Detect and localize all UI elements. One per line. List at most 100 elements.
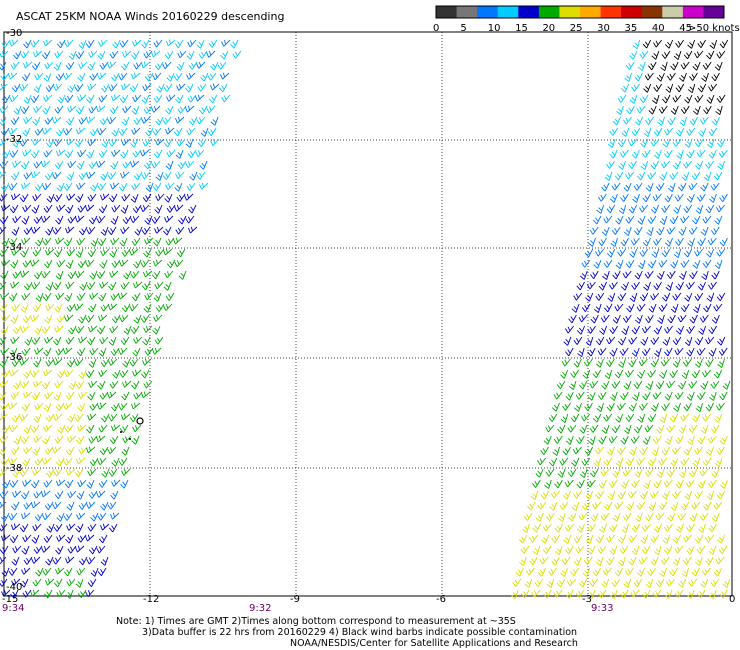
wind-barb	[720, 479, 728, 489]
wind-barb	[691, 171, 701, 181]
wind-barb	[718, 149, 728, 158]
wind-barb	[44, 61, 54, 70]
wind-barb	[164, 50, 174, 60]
wind-barb	[626, 501, 635, 511]
wind-barb	[647, 567, 656, 576]
wind-barb	[708, 127, 718, 136]
wind-barb	[9, 39, 19, 47]
wind-barb	[33, 413, 42, 423]
wind-barb	[634, 270, 643, 280]
wind-barb	[650, 490, 659, 499]
wind-barb	[41, 325, 51, 334]
wind-barb	[108, 336, 117, 346]
wind-barb	[707, 435, 717, 444]
wind-barb	[0, 215, 9, 225]
wind-barb	[143, 380, 153, 389]
wind-barb	[141, 281, 151, 291]
wind-barb	[645, 380, 654, 390]
lon-label: -9	[290, 594, 300, 605]
wind-barb	[667, 182, 676, 192]
wind-barb	[21, 347, 31, 356]
wind-barb	[2, 149, 11, 159]
wind-barb	[31, 534, 40, 544]
wind-barb	[100, 556, 109, 566]
wind-barb	[595, 534, 605, 544]
wind-barb	[56, 589, 66, 598]
wind-barb	[587, 347, 596, 357]
wind-barb	[98, 39, 108, 47]
wind-barb	[643, 281, 651, 291]
wind-barb	[573, 490, 582, 499]
wind-barb	[597, 347, 607, 356]
wind-barb	[57, 424, 66, 434]
wind-barb	[22, 534, 32, 543]
wind-barb	[627, 490, 637, 499]
wind-barb	[592, 369, 602, 379]
wind-barb	[647, 369, 657, 378]
wind-barb	[612, 314, 621, 324]
wind-barb	[639, 50, 649, 59]
wind-barb	[520, 589, 530, 599]
wind-barb	[200, 72, 209, 82]
wind-barb	[673, 248, 682, 259]
wind-barb	[648, 303, 657, 313]
wind-barb	[44, 391, 54, 400]
wind-barb	[685, 479, 695, 488]
wind-barb	[661, 402, 670, 411]
wind-barb	[519, 556, 527, 566]
wind-barb	[631, 545, 640, 555]
wind-barb	[564, 479, 574, 488]
wind-barb	[619, 149, 629, 158]
wind-barb	[13, 50, 22, 60]
wind-barb	[658, 501, 668, 510]
wind-barb	[717, 534, 726, 544]
wind-barb	[684, 490, 693, 500]
wind-barb	[700, 182, 709, 192]
wind-barb	[11, 83, 21, 93]
wind-barb	[100, 501, 109, 511]
wind-barb	[611, 424, 621, 434]
legend-tick-label: 40	[652, 23, 665, 34]
wind-barb	[119, 94, 129, 104]
wind-barb	[620, 479, 629, 489]
wind-barb	[68, 325, 77, 335]
wind-barb	[77, 479, 87, 488]
wind-barb	[662, 490, 671, 500]
wind-barb	[645, 512, 654, 522]
wind-barb	[56, 457, 65, 467]
wind-barb	[134, 226, 143, 236]
wind-barb	[595, 358, 604, 368]
wind-barb	[56, 127, 65, 137]
wind-barb	[638, 358, 648, 367]
wind-barb	[185, 138, 194, 148]
wind-barb	[20, 248, 29, 258]
wind-barb	[196, 116, 206, 125]
wind-barb	[629, 446, 637, 456]
wind-barb	[42, 237, 52, 246]
wind-barb	[33, 490, 43, 499]
wind-barb	[77, 204, 87, 213]
wind-barb	[118, 457, 128, 466]
wind-barb	[31, 501, 41, 509]
wind-barb	[121, 83, 131, 91]
wind-barb	[86, 424, 95, 434]
wind-barb	[63, 237, 73, 247]
wind-barb	[698, 523, 706, 533]
wind-barb	[716, 490, 726, 500]
wind-barb	[130, 160, 140, 168]
wind-barb	[23, 446, 33, 454]
wind-barb	[683, 248, 693, 258]
wind-barb	[165, 237, 175, 246]
wind-barb	[20, 325, 30, 333]
wind-barb	[709, 193, 717, 203]
wind-barb	[76, 490, 85, 500]
wind-barb	[155, 193, 165, 201]
wind-barb	[567, 578, 577, 587]
wind-barb	[101, 138, 110, 148]
wind-barb	[579, 468, 588, 478]
wind-barb	[55, 402, 65, 411]
wind-barb	[687, 39, 696, 49]
wind-barb	[565, 347, 574, 357]
wind-barb	[0, 193, 8, 202]
wind-barb	[31, 556, 41, 564]
